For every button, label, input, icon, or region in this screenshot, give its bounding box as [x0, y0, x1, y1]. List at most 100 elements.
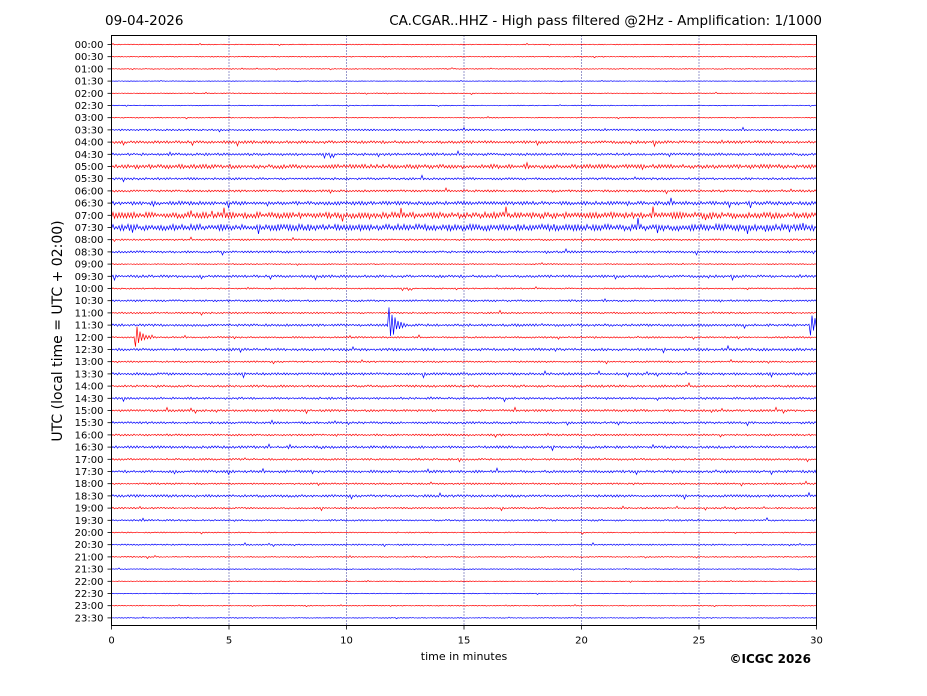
trace-line — [111, 358, 817, 365]
x-tick-label: 20 — [575, 636, 588, 647]
row-label: 22:30 — [75, 589, 104, 600]
row-label: 04:00 — [75, 138, 104, 149]
x-tick-label: 15 — [458, 636, 471, 647]
row-label: 11:30 — [75, 321, 104, 332]
trace-line — [111, 236, 817, 243]
x-tick-label: 10 — [340, 636, 353, 647]
trace-line — [111, 381, 817, 389]
copyright-text: ©ICGC 2026 — [729, 652, 811, 666]
trace-line — [111, 419, 817, 427]
row-label: 08:00 — [75, 235, 104, 246]
row-label: 23:30 — [75, 613, 104, 624]
row-label: 20:30 — [75, 540, 104, 551]
trace-line — [111, 309, 817, 316]
trace-line — [111, 555, 817, 560]
row-label: 22:00 — [75, 577, 104, 588]
trace-line — [111, 307, 817, 337]
trace-line — [111, 161, 817, 171]
row-label: 16:00 — [75, 430, 104, 441]
trace-line — [111, 505, 817, 512]
row-label: 09:00 — [75, 260, 104, 271]
trace-line — [111, 298, 817, 303]
trace-line — [111, 491, 817, 500]
trace-line — [111, 604, 817, 608]
row-label: 14:30 — [75, 394, 104, 405]
row-label: 01:30 — [75, 77, 104, 88]
trace-line — [111, 139, 817, 148]
x-tick-label: 5 — [226, 636, 232, 647]
trace-line — [111, 370, 817, 379]
trace-line — [111, 150, 817, 160]
x-axis-ticks: 0 5 10 15 20 25 30 — [108, 625, 823, 647]
trace-line — [111, 443, 817, 452]
row-label: 07:00 — [75, 211, 104, 222]
x-tick-label: 0 — [108, 636, 114, 647]
row-label: 11:00 — [75, 308, 104, 319]
trace-line — [111, 187, 817, 195]
row-label: 21:00 — [75, 552, 104, 563]
trace-line — [111, 531, 817, 535]
grid-lines — [228, 35, 700, 626]
trace-line — [111, 406, 817, 415]
trace-line — [111, 542, 817, 548]
trace-line — [111, 262, 817, 266]
row-label: 10:30 — [75, 296, 104, 307]
row-label: 10:00 — [75, 284, 104, 295]
row-label: 07:30 — [75, 223, 104, 234]
trace-line — [111, 247, 817, 256]
trace-line — [111, 91, 817, 95]
row-label: 16:30 — [75, 443, 104, 454]
row-label: 13:00 — [75, 357, 104, 368]
row-label: 15:00 — [75, 406, 104, 417]
trace-line — [111, 126, 817, 133]
row-label: 02:00 — [75, 89, 104, 100]
row-label: 18:00 — [75, 479, 104, 490]
x-tick-label: 25 — [693, 636, 706, 647]
row-label: 19:30 — [75, 516, 104, 527]
trace-line — [111, 457, 817, 463]
row-label: 21:30 — [75, 565, 104, 576]
x-axis-label: time in minutes — [421, 650, 508, 663]
trace-line — [111, 344, 817, 354]
trace-line — [111, 517, 817, 522]
row-label: 13:30 — [75, 369, 104, 380]
trace-line — [111, 197, 817, 209]
row-label: 05:30 — [75, 174, 104, 185]
row-label: 06:00 — [75, 186, 104, 197]
trace-line — [111, 592, 817, 595]
row-label: 20:00 — [75, 528, 104, 539]
row-label: 23:00 — [75, 601, 104, 612]
row-label: 12:00 — [75, 333, 104, 344]
trace-line — [111, 567, 817, 571]
row-label: 17:30 — [75, 467, 104, 478]
row-label: 12:30 — [75, 345, 104, 356]
header-date: 09-04-2026 — [105, 13, 183, 29]
row-label: 09:30 — [75, 272, 104, 283]
row-label: 02:30 — [75, 101, 104, 112]
trace-line — [111, 104, 817, 107]
row-label: 00:30 — [75, 52, 104, 63]
y-axis-label: UTC (local time = UTC + 02:00) — [50, 220, 66, 441]
row-label: 04:30 — [75, 150, 104, 161]
trace-line — [111, 116, 817, 120]
trace-line — [111, 217, 817, 235]
trace-line — [111, 432, 817, 438]
row-label: 18:30 — [75, 491, 104, 502]
trace-line — [111, 467, 817, 476]
row-label: 08:30 — [75, 247, 104, 258]
trace-line — [111, 396, 817, 403]
plot-frame — [111, 35, 817, 626]
trace-line — [111, 67, 817, 71]
chart-title: CA.CGAR..HHZ - High pass filtered @2Hz -… — [389, 13, 822, 29]
x-tick-label: 30 — [810, 636, 823, 647]
trace-line — [111, 42, 817, 46]
row-label: 03:30 — [75, 125, 104, 136]
row-label: 01:00 — [75, 64, 104, 75]
trace-line — [111, 286, 817, 292]
trace-line — [111, 55, 817, 59]
trace-line — [111, 326, 817, 347]
row-label: 19:00 — [75, 504, 104, 515]
trace-line — [111, 480, 817, 487]
